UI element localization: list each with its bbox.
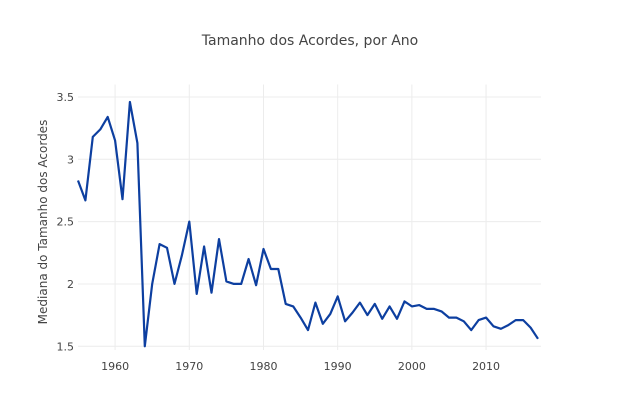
- x-tick-label: 1970: [175, 360, 203, 373]
- y-tick-label: 2: [67, 278, 74, 291]
- y-tick-label: 3: [67, 153, 74, 166]
- x-tick-label: 2000: [398, 360, 426, 373]
- x-tick-label: 1990: [324, 360, 352, 373]
- x-tick-label: 1980: [249, 360, 277, 373]
- x-tick-label: 1960: [101, 360, 129, 373]
- chart-title: Tamanho dos Acordes, por Ano: [201, 33, 418, 49]
- y-axis-label: Mediana do Tamanho dos Acordes: [36, 120, 50, 325]
- series-line: [76, 100, 539, 348]
- y-tick-label: 1.5: [57, 340, 75, 353]
- y-tick-label: 2.5: [57, 216, 75, 229]
- y-tick-label: 3.5: [57, 91, 75, 104]
- x-tick-label: 2010: [472, 360, 500, 373]
